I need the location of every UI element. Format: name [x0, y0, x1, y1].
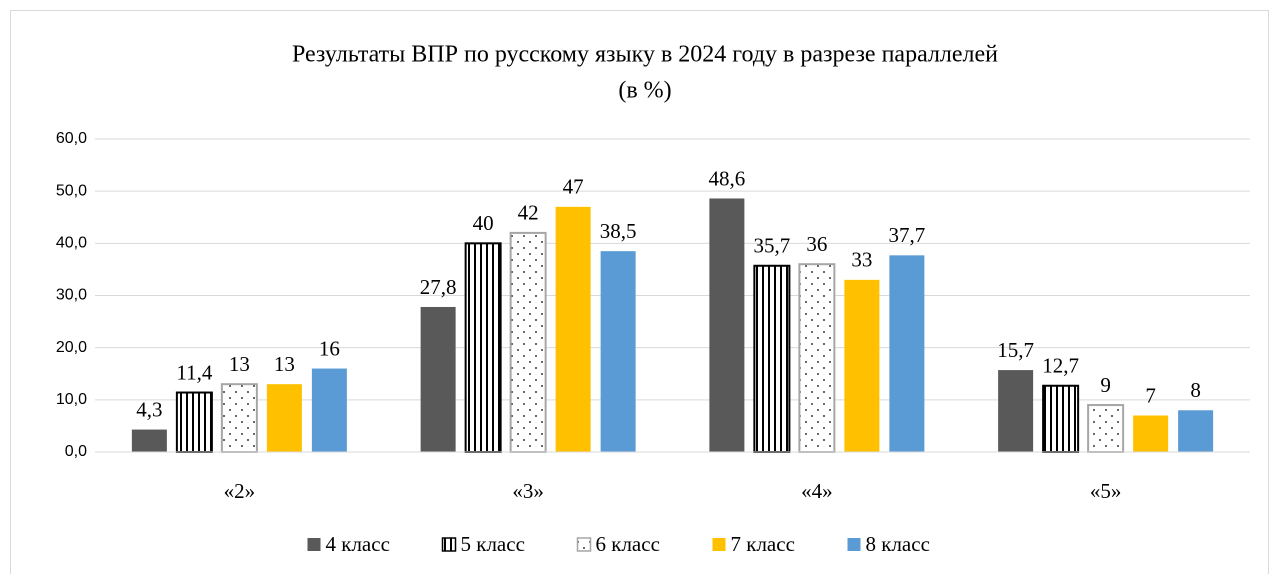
data-label: 33 — [851, 248, 872, 272]
legend-label: 6 класс — [596, 532, 660, 556]
data-label: 13 — [274, 352, 295, 376]
bar — [464, 242, 502, 453]
data-label: 16 — [319, 336, 340, 360]
data-label: 38,5 — [600, 219, 637, 243]
data-label: 35,7 — [754, 234, 791, 258]
bar — [600, 251, 636, 452]
bar — [420, 306, 456, 452]
chart-subtitle: (в %) — [618, 78, 671, 104]
legend-marker — [576, 537, 592, 552]
x-tick-label: «5» — [1090, 479, 1122, 503]
chart-frame — [10, 10, 1269, 574]
bar — [798, 263, 836, 454]
data-label: 4,3 — [136, 397, 162, 421]
legend-marker — [441, 537, 457, 552]
data-label: 48,6 — [709, 166, 746, 190]
x-tick-label: «3» — [512, 479, 544, 503]
y-tick-label: 50,0 — [56, 182, 87, 199]
data-label: 15,7 — [997, 338, 1034, 362]
data-label: 47 — [563, 175, 584, 199]
legend-marker — [712, 538, 726, 551]
legend-label: 5 класс — [461, 532, 525, 556]
bar — [1178, 410, 1214, 452]
bar — [844, 279, 880, 452]
y-tick-label: 60,0 — [56, 130, 87, 147]
bar — [266, 384, 302, 452]
y-tick-label: 40,0 — [56, 235, 87, 252]
x-tick-label: «2» — [224, 479, 256, 503]
data-label: 8 — [1190, 378, 1201, 402]
legend-label: 7 класс — [731, 532, 795, 556]
y-tick-label: 0,0 — [65, 443, 87, 460]
bar — [889, 255, 925, 452]
bar — [131, 429, 167, 452]
data-label: 7 — [1145, 383, 1156, 407]
bar — [175, 391, 213, 453]
data-label: 9 — [1100, 373, 1111, 397]
legend-marker — [307, 538, 321, 551]
data-label: 36 — [806, 232, 827, 256]
legend-marker — [847, 538, 861, 551]
bar — [753, 264, 791, 454]
data-label: 40 — [473, 211, 494, 235]
bar — [555, 206, 591, 452]
data-label: 13 — [229, 352, 250, 376]
data-label: 42 — [518, 201, 539, 225]
bar — [1087, 404, 1125, 453]
bar — [709, 198, 745, 452]
y-tick-label: 10,0 — [56, 391, 87, 408]
legend-label: 8 класс — [866, 532, 930, 556]
data-label: 12,7 — [1042, 354, 1079, 378]
data-label: 11,4 — [176, 360, 212, 384]
legend-label: 4 класс — [326, 532, 390, 556]
chart-title: Результаты ВПР по русскому языку в 2024 … — [292, 42, 998, 68]
x-tick-label: «4» — [801, 479, 833, 503]
bar — [220, 383, 258, 453]
bar — [509, 231, 547, 453]
data-label: 27,8 — [420, 275, 457, 299]
y-tick-label: 20,0 — [56, 339, 87, 356]
y-tick-label: 30,0 — [56, 287, 87, 304]
bar — [311, 368, 347, 452]
bar — [1133, 415, 1169, 452]
bar — [998, 370, 1034, 452]
data-label: 37,7 — [889, 223, 926, 247]
bar — [1042, 384, 1080, 453]
